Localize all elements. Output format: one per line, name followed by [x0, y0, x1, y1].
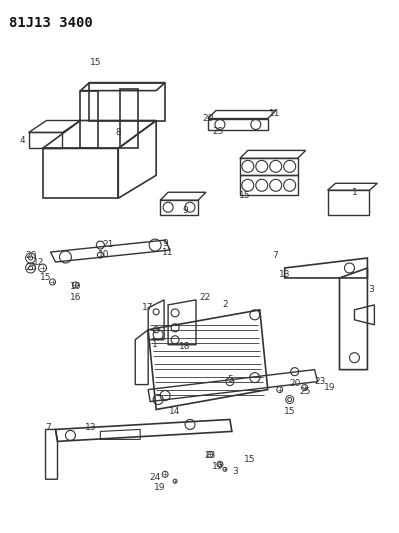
Text: 4: 4 [20, 136, 26, 145]
Text: 23: 23 [204, 451, 215, 460]
Text: 19: 19 [154, 483, 166, 492]
Text: 11: 11 [162, 247, 174, 256]
Text: 15: 15 [239, 191, 251, 200]
Text: 23: 23 [314, 377, 325, 386]
Text: 3: 3 [369, 285, 374, 294]
Text: 19: 19 [212, 462, 224, 471]
Text: 9: 9 [182, 206, 188, 215]
Text: 15: 15 [244, 455, 256, 464]
Text: 12: 12 [33, 257, 44, 266]
Text: 9: 9 [162, 239, 168, 248]
Text: 11: 11 [269, 109, 280, 118]
Text: 25: 25 [25, 263, 36, 272]
Text: 22: 22 [200, 293, 211, 302]
Text: 14: 14 [170, 407, 181, 416]
Text: 7: 7 [272, 251, 278, 260]
Text: 13: 13 [85, 423, 96, 432]
Text: 17: 17 [142, 303, 154, 312]
Text: 18: 18 [179, 342, 191, 351]
Text: 25: 25 [299, 387, 310, 396]
Text: 19: 19 [324, 383, 335, 392]
Text: 1: 1 [152, 340, 158, 349]
Text: 7: 7 [45, 423, 51, 432]
Text: 16: 16 [70, 293, 81, 302]
Text: 5: 5 [227, 375, 233, 384]
Text: 21: 21 [103, 239, 114, 248]
Text: 15: 15 [40, 273, 51, 282]
Text: 20: 20 [289, 379, 300, 388]
Text: 20: 20 [202, 114, 213, 123]
Text: 1: 1 [352, 188, 358, 197]
Text: 20: 20 [25, 251, 36, 260]
Text: 15: 15 [90, 58, 101, 67]
Text: 25: 25 [212, 127, 223, 136]
Text: 81J13 3400: 81J13 3400 [9, 16, 93, 30]
Text: 10: 10 [70, 282, 81, 292]
Text: 2: 2 [222, 301, 228, 309]
Text: 3: 3 [232, 467, 238, 476]
Text: 8: 8 [115, 128, 121, 137]
Text: 13: 13 [279, 270, 290, 279]
Text: 24: 24 [150, 473, 161, 482]
Text: 15: 15 [284, 407, 295, 416]
Text: 10: 10 [98, 249, 109, 259]
